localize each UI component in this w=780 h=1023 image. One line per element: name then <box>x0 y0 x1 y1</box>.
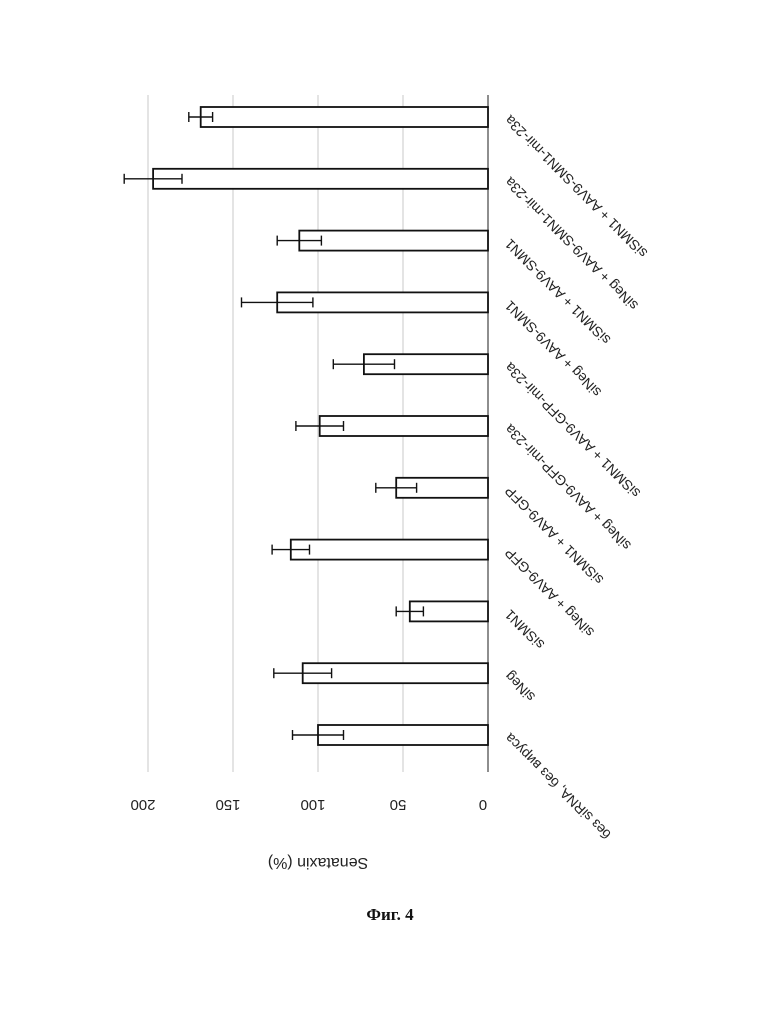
category-labels: без siRNA, без вируса siNeg siSMN1 siNeg + … <box>501 112 650 843</box>
bar <box>291 540 488 560</box>
value-tick-label: 50 <box>390 796 407 813</box>
category-label: siNeg + AAV9-SMN1-mir-23a <box>501 174 641 314</box>
value-tick-label: 200 <box>130 796 155 813</box>
category-label: siNeg + AAV9-GFP-mir-23a <box>501 421 634 554</box>
value-axis-title: Senataxin (%) <box>268 854 369 871</box>
bar <box>201 107 488 127</box>
value-tick-label: 150 <box>215 796 240 813</box>
category-label: siNeg <box>501 668 538 705</box>
category-label: без siRNA, без вируса <box>501 730 614 843</box>
value-tick-label: 0 <box>479 796 487 813</box>
value-tick-label: 100 <box>300 796 325 813</box>
bar <box>320 416 488 436</box>
category-label: siSMN1 <box>501 607 547 653</box>
figure-caption: Фиг. 4 <box>0 905 780 925</box>
bar <box>299 231 488 251</box>
category-label: siSMN1 + AAV9-SMN1 <box>501 236 613 348</box>
bar <box>153 169 488 189</box>
bars <box>124 107 488 745</box>
value-axis-ticks: 0 50 100 150 200 <box>130 796 487 813</box>
